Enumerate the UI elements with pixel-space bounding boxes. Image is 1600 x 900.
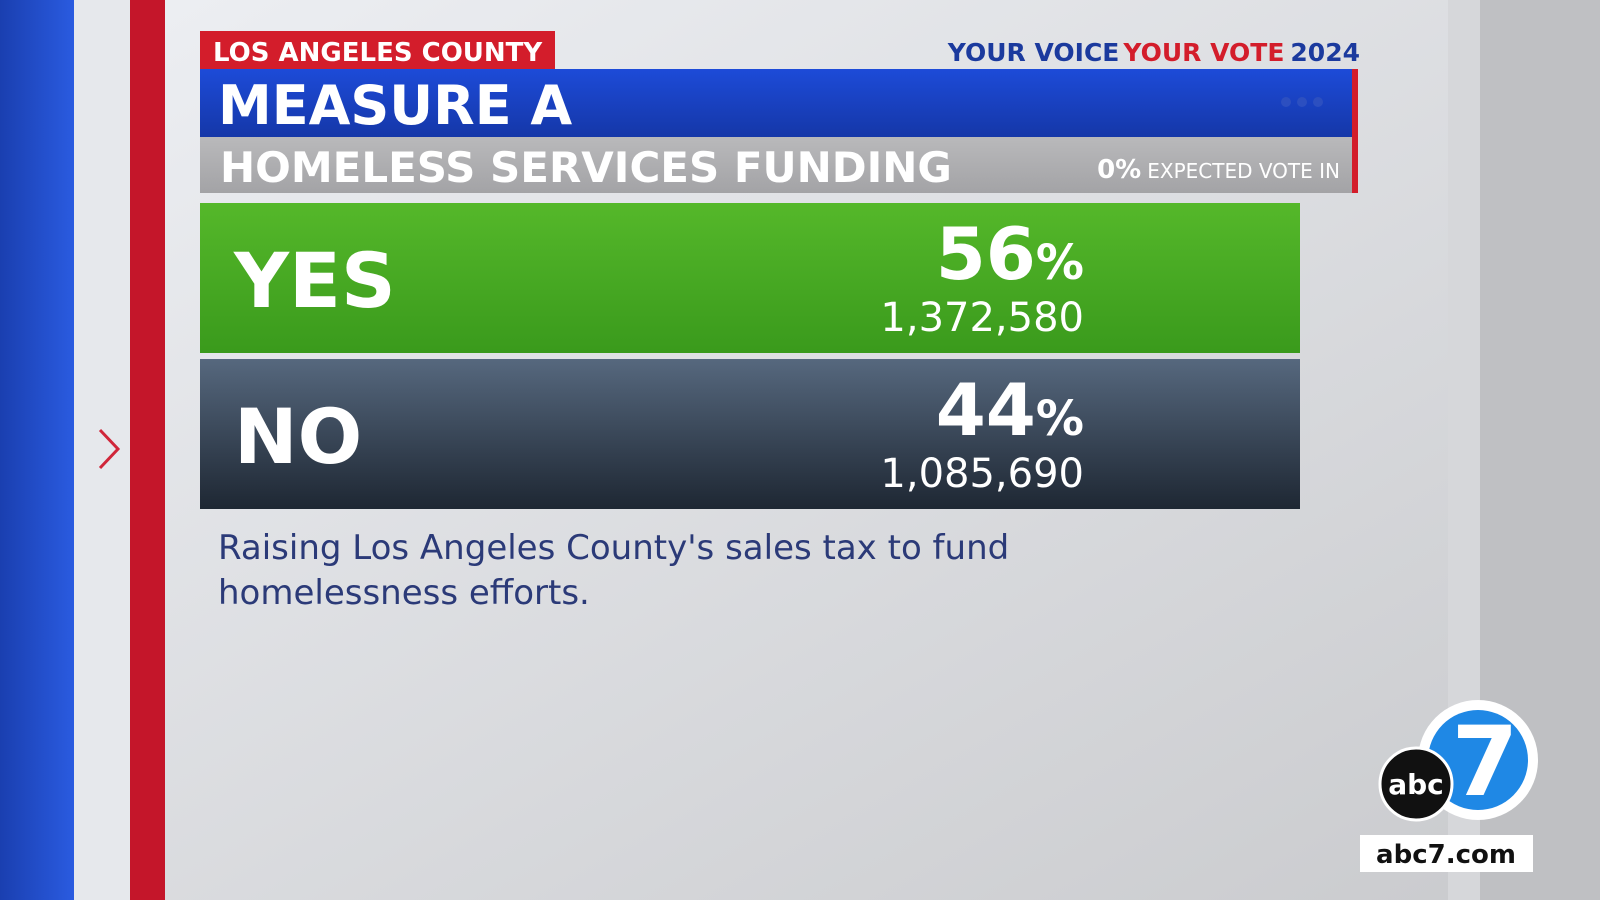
percent: 44%: [936, 368, 1084, 452]
percent-sign: %: [1036, 391, 1084, 447]
votes: 1,085,690: [880, 451, 1084, 497]
arrow: [98, 428, 121, 470]
url: abc7.com: [1376, 840, 1516, 870]
logo-wordmark: abc: [1388, 768, 1444, 801]
url-box: [1360, 835, 1533, 872]
expected-percent: 0%: [1097, 155, 1141, 185]
logo-abc: [1378, 746, 1454, 822]
region-tag: [200, 31, 555, 69]
expected: 0% EXPECTED VOTE IN: [1097, 155, 1340, 185]
percent-value: 44: [936, 368, 1036, 452]
choice: NO: [234, 392, 362, 481]
result-bar: [200, 359, 1300, 509]
subtitle-bar: [200, 137, 1358, 193]
logo: 7 abc abc7.com: [1360, 700, 1538, 872]
description-line: homelessness efforts.: [218, 573, 590, 613]
side-red: [130, 0, 165, 900]
description-line: Raising Los Angeles County's sales tax t…: [218, 528, 1009, 568]
region: LOS ANGELES COUNTY: [213, 38, 543, 68]
percent-value: 56: [936, 212, 1036, 296]
side-blue: [0, 0, 74, 900]
title-bar: [200, 69, 1358, 137]
votes: 1,372,580: [880, 295, 1084, 341]
brand-first: YOUR VOICE: [947, 38, 1120, 67]
logo-number: 7: [1452, 706, 1519, 818]
choice: YES: [233, 236, 396, 325]
expected-label: EXPECTED VOTE IN: [1147, 159, 1340, 183]
result-bar: [200, 203, 1300, 353]
title: MEASURE A: [218, 74, 572, 137]
percent: 56%: [936, 212, 1084, 296]
dots: [1281, 97, 1323, 107]
side-white: [74, 0, 130, 900]
brand-second: YOUR VOTE: [1122, 38, 1284, 67]
percent-sign: %: [1036, 235, 1084, 291]
brand: YOUR VOICE YOUR VOTE 2024: [947, 38, 1360, 67]
brand-year: 2024: [1290, 38, 1360, 67]
bar-edge: [1352, 69, 1358, 193]
subtitle: HOMELESS SERVICES FUNDING: [220, 143, 952, 192]
